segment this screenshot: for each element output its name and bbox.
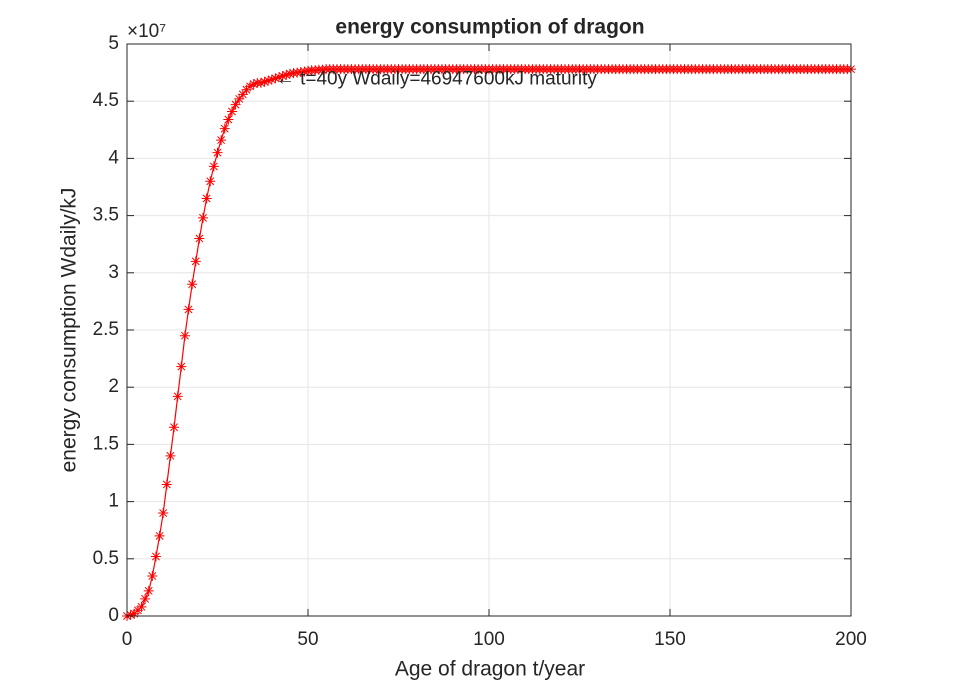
plot-area [122,64,856,621]
data-point [248,79,259,90]
data-point [230,99,241,110]
data-point [190,256,201,267]
data-point [284,68,295,79]
data-point [201,193,212,204]
data-point [216,135,227,146]
data-point [274,72,285,83]
data-point [179,330,190,341]
data-point [255,77,266,88]
x-tick-label: 200 [835,629,867,650]
data-point [234,93,245,104]
y-tick-label: 2 [108,376,119,397]
data-point [198,212,209,223]
data-point [295,67,306,78]
data-point [161,479,172,490]
y-multiplier: ×10⁷ [127,21,166,42]
chart-title: energy consumption of dragon [335,16,644,39]
y-tick-label: 0 [108,605,119,626]
data-point [194,233,205,244]
y-tick-label: 5 [108,33,119,54]
data-point [310,65,321,76]
y-tick-label: 0.5 [93,548,119,569]
annotation: ← t=40y Wdaily=46947600kJ maturity [276,68,598,89]
data-point [187,279,198,290]
data-point [270,73,281,84]
data-point [259,76,270,87]
data-point [237,89,248,100]
data-point [143,585,154,596]
y-tick-label: 4 [108,147,119,168]
data-point [136,601,147,612]
data-point [266,74,277,85]
data-point [150,551,161,562]
x-tick-label: 0 [122,629,133,650]
data-point [226,106,237,117]
data-point [176,361,187,372]
data-point [205,176,216,187]
data-point [169,422,180,433]
x-axis-label: Age of dragon t/year [395,658,585,681]
data-point [172,391,183,402]
data-point [125,609,136,620]
data-point [183,304,194,315]
data-point [277,71,288,82]
y-tick-label: 1 [108,491,119,512]
data-point [303,65,313,76]
data-point [317,64,328,75]
data-point [165,450,176,461]
y-axis-label: energy consumption Wdaily/kJ [58,188,81,473]
y-tick-label: 4.5 [93,90,119,111]
data-point [299,66,310,77]
data-point [212,147,223,158]
data-point [288,68,299,79]
x-tick-label: 100 [473,629,505,650]
data-point [245,81,256,92]
data-point [223,114,234,125]
data-point [281,69,292,80]
data-point [208,161,219,172]
data-point [154,530,165,541]
x-tick-label: 50 [297,629,318,650]
data-point [292,67,303,78]
y-tick-label: 3 [108,262,119,283]
y-tick-label: 2.5 [93,319,119,340]
y-tick-label: 1.5 [93,433,119,454]
x-tick-label: 150 [654,629,686,650]
y-tick-label: 3.5 [93,205,119,226]
data-point [219,123,230,134]
data-point [147,570,158,581]
data-point [263,75,274,86]
data-point [158,508,169,519]
data-point [140,593,151,604]
